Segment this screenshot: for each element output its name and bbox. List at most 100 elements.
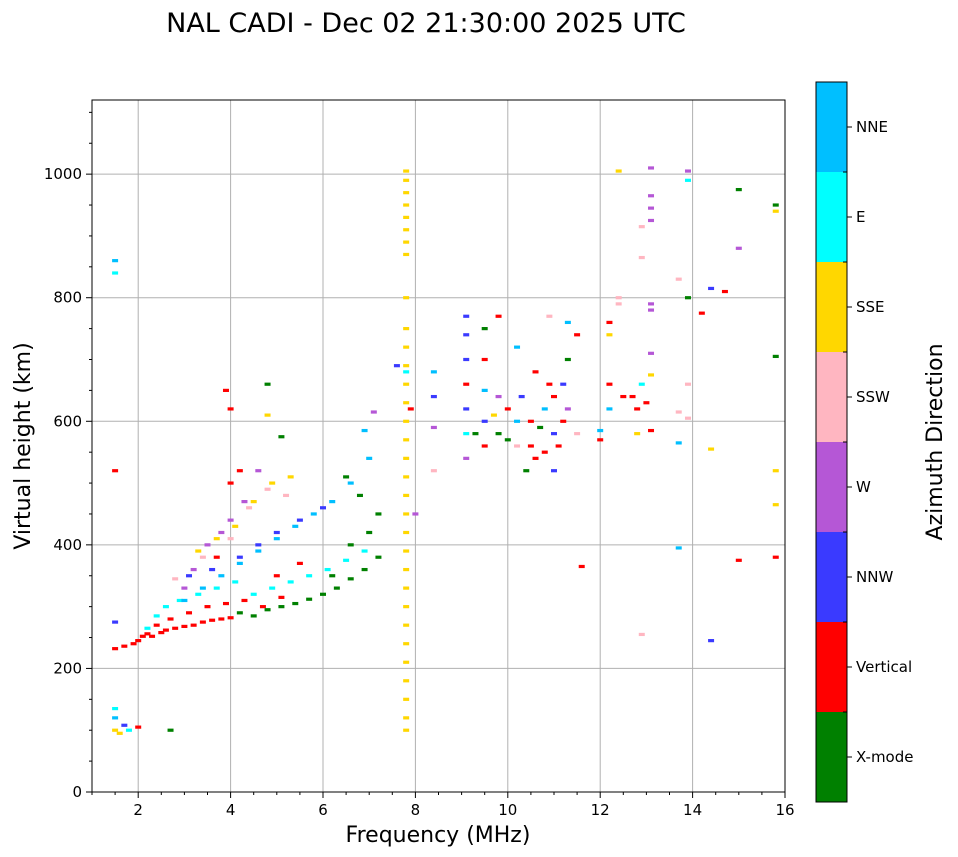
- echo-point: [181, 624, 188, 629]
- echo-point: [648, 351, 655, 355]
- echo-point: [403, 178, 410, 182]
- echo-point: [403, 728, 410, 732]
- echo-point: [463, 314, 470, 318]
- echo-point: [213, 537, 220, 541]
- echo-point: [236, 469, 243, 473]
- echo-point: [708, 286, 715, 291]
- echo-point: [112, 271, 119, 275]
- echo-point: [172, 626, 179, 630]
- echo-point: [236, 561, 243, 565]
- echo-point: [250, 500, 257, 504]
- echo-point: [574, 432, 581, 436]
- echo-point: [648, 166, 655, 170]
- colorbar-label: W: [856, 478, 871, 496]
- echo-point: [772, 354, 779, 359]
- echo-point: [504, 438, 511, 442]
- echo-point: [403, 679, 410, 683]
- echo-point: [278, 595, 285, 599]
- plot-frame: [91, 99, 786, 793]
- echo-point: [629, 394, 636, 399]
- echo-point: [306, 574, 313, 578]
- echo-point: [675, 277, 682, 281]
- echo-point: [232, 524, 239, 528]
- echo-point: [412, 512, 419, 516]
- y-tick-label: 0: [72, 783, 82, 801]
- echo-point: [112, 469, 119, 473]
- echo-point: [574, 333, 581, 337]
- echo-point: [306, 597, 313, 601]
- echo-point: [481, 357, 488, 362]
- echo-point: [495, 432, 502, 436]
- colorbar-frame: [815, 81, 848, 803]
- echo-point: [112, 620, 119, 624]
- echo-point: [735, 558, 742, 562]
- echo-point: [320, 506, 326, 510]
- echo-point: [375, 512, 382, 516]
- echo-point: [514, 444, 521, 448]
- echo-point: [403, 586, 410, 590]
- echo-point: [218, 530, 225, 535]
- echo-point: [643, 401, 650, 405]
- echo-point: [320, 592, 326, 596]
- x-tick-label: 8: [411, 801, 421, 819]
- echo-point: [190, 567, 197, 572]
- echo-point: [551, 432, 557, 436]
- x-tick-label: 4: [226, 801, 236, 819]
- echo-point: [684, 382, 691, 386]
- echo-point: [403, 623, 410, 627]
- echo-point: [684, 296, 691, 300]
- echo-point: [564, 407, 571, 411]
- echo-point: [347, 543, 354, 547]
- echo-point: [463, 357, 470, 362]
- y-tick-label: 800: [53, 289, 82, 307]
- echo-point: [675, 441, 682, 445]
- echo-point: [430, 394, 437, 399]
- echo-point: [620, 394, 627, 399]
- echo-point: [264, 608, 271, 612]
- echo-point: [116, 731, 123, 735]
- x-tick-label: 12: [591, 801, 610, 819]
- echo-point: [343, 475, 350, 479]
- echo-point: [361, 428, 368, 433]
- echo-point: [684, 178, 691, 182]
- echo-point: [158, 630, 165, 635]
- echo-point: [735, 187, 742, 192]
- echo-point: [403, 296, 410, 300]
- echo-point: [403, 203, 410, 207]
- colorbar-label: NNW: [856, 568, 893, 586]
- echo-point: [273, 574, 280, 578]
- colorbar-segment: [816, 532, 847, 622]
- echo-point: [181, 586, 188, 590]
- echo-point: [527, 444, 534, 448]
- echo-point: [403, 456, 410, 460]
- x-tick-label: 16: [775, 801, 794, 819]
- colorbar-segment: [816, 172, 847, 262]
- echo-point: [222, 601, 229, 606]
- echo-point: [721, 289, 728, 294]
- echo-point: [112, 706, 119, 711]
- echo-point: [186, 611, 193, 615]
- echo-point: [361, 549, 368, 553]
- echo-point: [606, 320, 613, 325]
- echo-point: [292, 601, 299, 606]
- y-axis-ticks: 0 200 400 600 800 1000: [44, 111, 92, 801]
- echo-point: [551, 394, 557, 399]
- echo-point: [532, 456, 539, 460]
- echo-point: [278, 435, 285, 439]
- colorbar-segment: [816, 352, 847, 442]
- echo-point: [638, 632, 645, 637]
- echo-point: [403, 364, 410, 368]
- echo-point: [403, 401, 410, 405]
- echo-point: [403, 697, 410, 701]
- echo-point: [310, 512, 317, 516]
- echo-point: [430, 425, 437, 430]
- echo-point: [356, 493, 363, 498]
- echo-point: [463, 407, 470, 411]
- echo-point: [463, 456, 470, 460]
- echo-point: [278, 605, 285, 609]
- echo-point: [181, 598, 188, 603]
- echo-point: [218, 574, 225, 578]
- echo-point: [366, 530, 373, 535]
- echo-point: [772, 203, 779, 207]
- echo-point: [560, 382, 567, 386]
